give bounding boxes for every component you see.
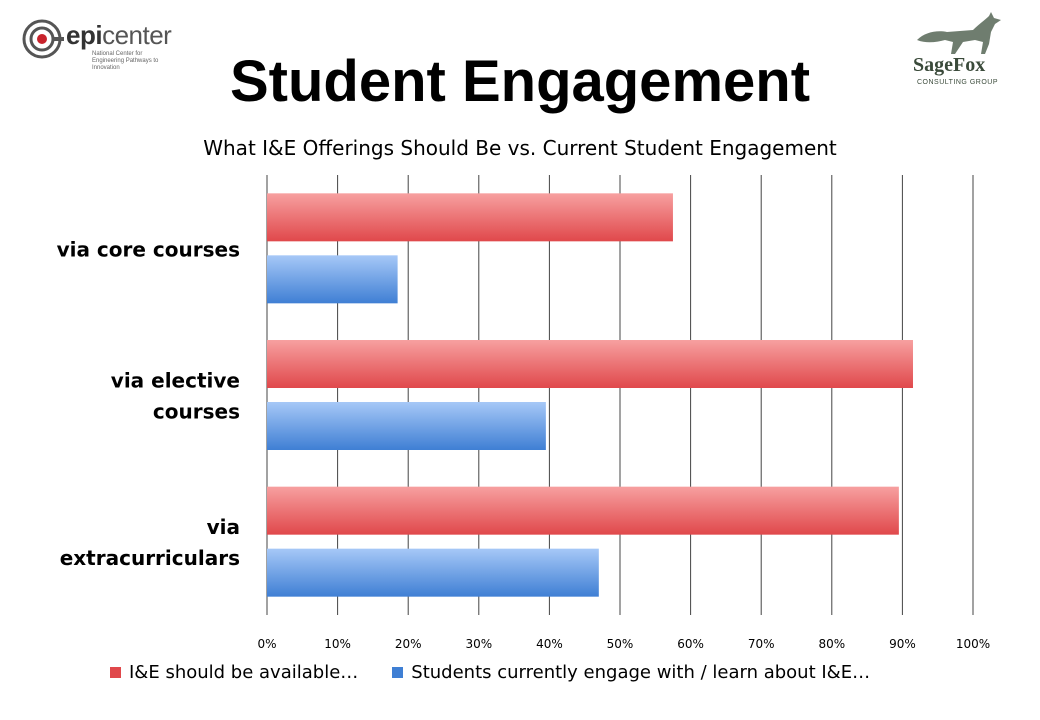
x-tick-label: 40% [536, 637, 563, 651]
category-labels: via core courses via elective courses via ex… [57, 237, 240, 570]
target-logo-icon [22, 19, 64, 59]
epicenter-tagline: National Center for Engineering Pathways… [92, 51, 159, 71]
x-tick-label: 20% [395, 637, 422, 651]
chart-title: What I&E Offerings Should Be vs. Current… [203, 136, 837, 160]
slide-title: Student Engagement [229, 49, 811, 114]
bar-should-be-available [267, 340, 913, 388]
bar-chart: via core courses via elective courses via ex… [57, 175, 990, 651]
epicenter-logo: epicenter National Center for Engineerin… [22, 18, 172, 71]
bars [267, 193, 913, 597]
x-tick-label: 80% [818, 637, 845, 651]
x-tick-label: 60% [677, 637, 704, 651]
x-tick-label: 70% [748, 637, 775, 651]
sagefox-name: SageFox [913, 54, 986, 76]
legend-label: Students currently engage with / learn a… [411, 662, 871, 683]
sagefox-logo: SageFox CONSULTING GROUP [905, 10, 1015, 90]
chart-legend: I&E should be available… Students curren… [110, 662, 904, 683]
category-label: via core courses [57, 237, 240, 261]
legend-item-series-2: Students currently engage with / learn a… [392, 662, 870, 683]
category-label: via elective courses [111, 369, 240, 424]
category-label: via extracurriculars [60, 515, 240, 570]
legend-swatch-blue [392, 667, 404, 678]
x-tick-label: 30% [465, 637, 492, 651]
sagefox-subtitle: CONSULTING GROUP [917, 79, 998, 86]
x-tick-label: 0% [257, 637, 276, 651]
bar-should-be-available [267, 193, 673, 242]
legend-label: I&E should be available… [129, 662, 359, 683]
x-tick-label: 50% [607, 637, 634, 651]
bar-currently-engage [267, 255, 398, 304]
bar-currently-engage [267, 402, 546, 450]
x-tick-label: 90% [889, 637, 916, 651]
bar-currently-engage [267, 548, 599, 597]
x-tick-label: 10% [324, 637, 351, 651]
grid-lines [266, 175, 974, 615]
epicenter-wordmark: epicenter [66, 20, 172, 50]
legend-swatch-red [110, 667, 121, 678]
x-tick-label: 100% [956, 637, 990, 651]
x-tick-labels: 0% 10% 20% 30% 40% 50% 60% 70% 80% 90% 100% [257, 637, 990, 651]
bar-should-be-available [267, 486, 899, 535]
fox-icon [917, 12, 1001, 54]
legend-item-series-1: I&E should be available… [110, 662, 358, 683]
